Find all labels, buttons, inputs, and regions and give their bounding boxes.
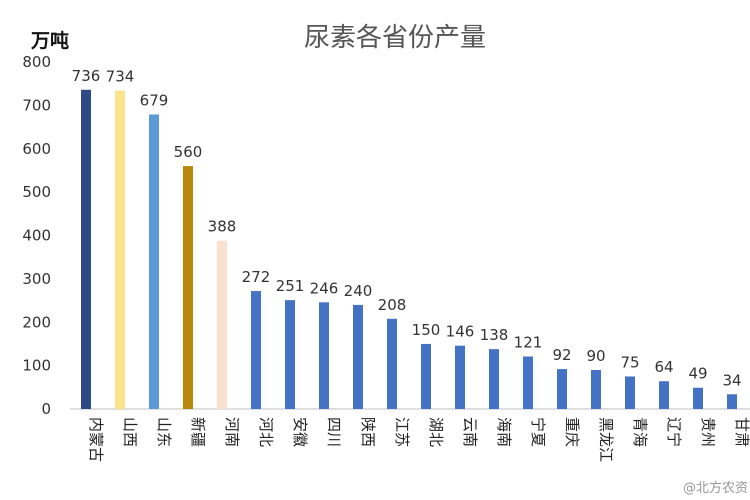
bar <box>625 376 635 409</box>
data-label: 251 <box>276 277 305 295</box>
data-label: 240 <box>344 282 373 300</box>
bar <box>489 349 499 409</box>
data-label: 121 <box>514 334 543 352</box>
y-tick-label: 400 <box>22 227 51 245</box>
x-tick-label: 重庆 <box>563 417 581 447</box>
y-tick-label: 800 <box>22 53 51 71</box>
x-tick-label: 湖北 <box>427 417 445 447</box>
data-label: 734 <box>106 68 135 86</box>
x-tick-label: 云南 <box>461 417 479 447</box>
x-tick-label: 黑龙江 <box>597 417 615 462</box>
data-label: 150 <box>412 321 441 339</box>
bar <box>149 114 159 409</box>
bar <box>115 90 125 409</box>
bar <box>353 304 363 409</box>
data-label: 246 <box>310 279 339 297</box>
data-label: 64 <box>654 358 673 376</box>
bar <box>387 318 397 409</box>
x-tick-label: 贵州 <box>699 417 717 447</box>
data-label: 272 <box>242 268 271 286</box>
y-tick-label: 700 <box>22 96 51 114</box>
x-tick-label: 山西 <box>121 417 139 447</box>
x-tick-label: 宁夏 <box>529 417 547 447</box>
bar <box>455 345 465 409</box>
y-axis-ticks: 0 100 200 300 400 500 600 700 800 <box>22 53 51 418</box>
x-axis-ticks: 内蒙古 山西 山东 新疆 河南 河北 安徽 四川 陕西 江苏 湖北 云南 海南 宁夏 重庆 黑龙江 青海 辽宁 贵州… <box>87 417 750 462</box>
data-label: 138 <box>480 326 509 344</box>
y-tick-label: 200 <box>22 313 51 331</box>
x-tick-label: 四川 <box>325 417 343 447</box>
y-axis-unit-label: 万吨 <box>30 29 69 52</box>
x-tick-label: 辽宁 <box>665 417 683 447</box>
bar <box>557 369 567 409</box>
chart-title: 尿素各省份产量 <box>304 23 486 53</box>
bar <box>217 240 227 409</box>
data-label: 75 <box>620 353 639 371</box>
x-tick-label: 安徽 <box>291 417 309 447</box>
data-label: 208 <box>378 296 407 314</box>
data-label: 388 <box>208 218 237 236</box>
bar <box>285 300 295 409</box>
bar <box>81 89 91 409</box>
data-label: 49 <box>688 365 707 383</box>
data-label: 679 <box>140 91 169 109</box>
data-label: 34 <box>722 371 741 389</box>
data-label: 92 <box>552 346 571 364</box>
y-tick-label: 500 <box>22 183 51 201</box>
y-tick-label: 100 <box>22 357 51 375</box>
x-tick-label: 内蒙古 <box>87 417 105 462</box>
data-label: 90 <box>586 347 605 365</box>
x-tick-label: 江苏 <box>393 417 411 447</box>
y-tick-label: 0 <box>41 400 51 418</box>
x-tick-label: 河北 <box>257 417 275 447</box>
bar <box>183 166 193 409</box>
x-tick-label: 新疆 <box>189 417 207 447</box>
bar <box>421 343 431 409</box>
watermark: @北方农资 <box>683 480 748 496</box>
bar <box>319 302 329 409</box>
bar <box>659 381 669 409</box>
x-tick-label: 山东 <box>155 417 173 447</box>
x-tick-label: 甘肃 <box>733 417 750 447</box>
bar <box>251 291 261 409</box>
bar <box>523 356 533 409</box>
bar <box>693 387 703 409</box>
data-label: 560 <box>174 143 203 161</box>
x-tick-label: 青海 <box>631 417 649 447</box>
data-label: 146 <box>446 323 475 341</box>
x-tick-label: 陕西 <box>359 417 377 447</box>
data-labels-group: 736 734 679 560 388 272 251 246 240 208 150 146 138 1… <box>72 67 742 389</box>
data-label: 736 <box>72 67 101 85</box>
y-tick-label: 300 <box>22 270 51 288</box>
y-tick-label: 600 <box>22 140 51 158</box>
x-tick-label: 海南 <box>495 417 513 447</box>
bar <box>727 394 737 409</box>
bar <box>591 369 601 409</box>
x-tick-label: 河南 <box>223 417 241 447</box>
bars-group <box>81 89 737 409</box>
